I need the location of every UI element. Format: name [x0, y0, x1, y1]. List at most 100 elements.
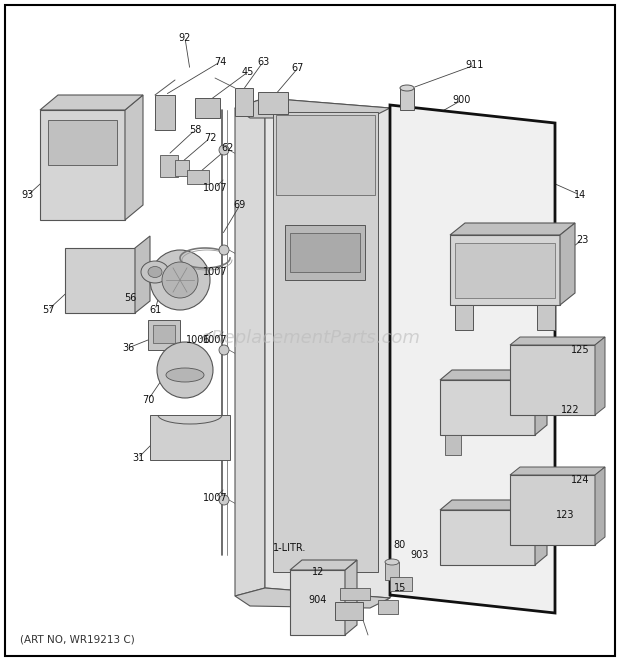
- Text: 122: 122: [560, 405, 579, 415]
- Bar: [153, 325, 175, 343]
- Bar: [378, 600, 398, 614]
- Bar: [235, 88, 253, 116]
- Ellipse shape: [148, 266, 162, 278]
- Text: 124: 124: [571, 475, 589, 485]
- Text: 57: 57: [42, 305, 55, 315]
- Circle shape: [219, 245, 229, 255]
- Bar: [285, 225, 365, 280]
- Text: 14: 14: [574, 190, 586, 200]
- Polygon shape: [450, 223, 575, 235]
- Ellipse shape: [141, 261, 169, 283]
- Bar: [187, 170, 209, 184]
- Bar: [455, 305, 473, 330]
- Bar: [335, 602, 363, 620]
- Polygon shape: [235, 98, 390, 118]
- Bar: [40, 110, 125, 220]
- Text: 903: 903: [411, 550, 429, 560]
- Text: 61: 61: [149, 305, 161, 315]
- Bar: [150, 415, 230, 460]
- Polygon shape: [595, 467, 605, 545]
- Text: 74: 74: [214, 57, 226, 67]
- Polygon shape: [135, 236, 150, 313]
- Polygon shape: [40, 95, 143, 110]
- Text: 31: 31: [132, 453, 144, 463]
- Circle shape: [162, 262, 198, 298]
- Ellipse shape: [400, 85, 414, 91]
- Bar: [440, 510, 535, 565]
- Ellipse shape: [166, 368, 204, 382]
- Text: 1-LITR.: 1-LITR.: [273, 543, 307, 553]
- Text: 63: 63: [257, 57, 269, 67]
- Text: 45: 45: [242, 67, 254, 77]
- Bar: [258, 92, 288, 114]
- Bar: [537, 305, 555, 330]
- Bar: [276, 115, 375, 195]
- Text: eReplacementParts.com: eReplacementParts.com: [200, 329, 420, 347]
- Text: 15: 15: [394, 583, 406, 593]
- Text: 123: 123: [556, 510, 574, 520]
- Polygon shape: [290, 560, 357, 570]
- Polygon shape: [265, 98, 390, 598]
- Bar: [48, 120, 117, 165]
- Polygon shape: [125, 95, 143, 220]
- Bar: [155, 95, 175, 130]
- Polygon shape: [345, 560, 357, 635]
- Bar: [510, 475, 595, 545]
- Bar: [273, 112, 378, 572]
- Polygon shape: [595, 337, 605, 415]
- Text: 58: 58: [189, 125, 201, 135]
- Circle shape: [157, 342, 213, 398]
- Polygon shape: [390, 105, 555, 613]
- Bar: [175, 160, 189, 176]
- Bar: [340, 588, 370, 600]
- Circle shape: [219, 145, 229, 155]
- Bar: [455, 243, 555, 298]
- Bar: [445, 435, 461, 455]
- Bar: [450, 235, 560, 305]
- Text: 23: 23: [576, 235, 588, 245]
- Text: 911: 911: [466, 60, 484, 70]
- Circle shape: [219, 345, 229, 355]
- Text: 900: 900: [453, 95, 471, 105]
- Text: 125: 125: [570, 345, 590, 355]
- Polygon shape: [510, 467, 605, 475]
- Text: 67: 67: [292, 63, 304, 73]
- Text: 12: 12: [312, 567, 324, 577]
- Text: 70: 70: [142, 395, 154, 405]
- Text: 1006: 1006: [186, 335, 210, 345]
- Text: 62: 62: [222, 143, 234, 153]
- Text: 80: 80: [394, 540, 406, 550]
- Text: 1007: 1007: [203, 267, 228, 277]
- Bar: [440, 380, 535, 435]
- Bar: [148, 320, 180, 350]
- Bar: [385, 562, 399, 580]
- Bar: [290, 570, 345, 635]
- Bar: [510, 345, 595, 415]
- Polygon shape: [510, 337, 605, 345]
- Bar: [195, 98, 220, 118]
- Polygon shape: [535, 370, 547, 435]
- Text: 93: 93: [22, 190, 34, 200]
- Text: 1007: 1007: [203, 335, 228, 345]
- Bar: [65, 248, 135, 313]
- Text: 904: 904: [309, 595, 327, 605]
- Polygon shape: [440, 500, 547, 510]
- Text: 92: 92: [179, 33, 191, 43]
- Text: 72: 72: [204, 133, 216, 143]
- Polygon shape: [235, 98, 265, 596]
- Bar: [290, 233, 360, 272]
- Text: 36: 36: [122, 343, 134, 353]
- Text: 69: 69: [234, 200, 246, 210]
- Polygon shape: [560, 223, 575, 305]
- Polygon shape: [235, 588, 390, 608]
- Polygon shape: [535, 500, 547, 565]
- Text: (ART NO, WR19213 C): (ART NO, WR19213 C): [20, 635, 135, 645]
- Polygon shape: [440, 370, 547, 380]
- Bar: [390, 577, 412, 591]
- Bar: [160, 155, 178, 177]
- Circle shape: [150, 250, 210, 310]
- Ellipse shape: [385, 559, 399, 565]
- Text: 56: 56: [124, 293, 136, 303]
- Text: 1007: 1007: [203, 493, 228, 503]
- Circle shape: [219, 495, 229, 505]
